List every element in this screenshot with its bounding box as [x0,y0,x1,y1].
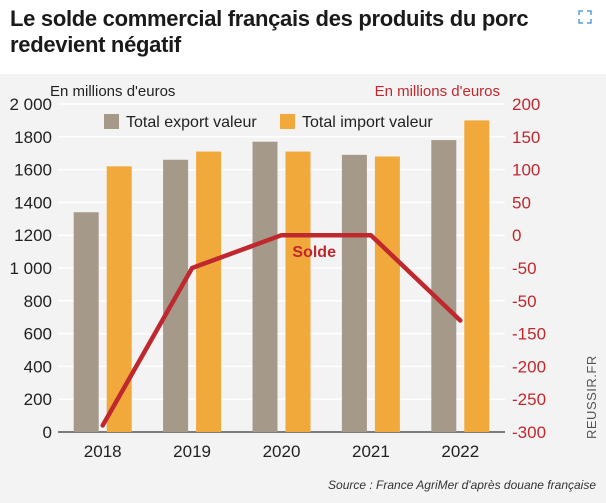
left-tick-label: 1800 [14,128,52,147]
right-tick-label: 50 [512,193,531,212]
left-tick-label: 1 000 [9,259,52,278]
solde-polyline [100,232,463,428]
legend-label-import: Total import valeur [302,114,433,131]
left-tick-label: 400 [24,357,52,376]
right-tick-label: 100 [512,161,540,180]
left-tick-label: 1200 [14,226,52,245]
bar-import [464,120,490,433]
expand-icon[interactable] [578,10,592,24]
left-tick-label: 200 [24,390,52,409]
brand-watermark: REUSSIR.FR [584,355,599,439]
left-tick-label: 1600 [14,161,52,180]
bar-import [285,151,311,432]
right-tick-label: -250 [512,390,546,409]
right-tick-label: -300 [512,423,546,442]
left-tick-label: 600 [24,325,52,344]
bars [73,120,490,433]
x-tick-label: 2018 [84,442,122,461]
left-axis: 0 200 400 600 800 1 000 1200 1400 1600 1800 2 000 [9,95,52,442]
chart-title: Le solde commercial français des produit… [10,6,529,57]
solde-line: Solde [100,232,463,428]
bar-import [106,166,132,432]
right-tick-label: -150 [512,325,546,344]
bar-export [431,140,457,432]
right-tick-label: -200 [512,357,546,376]
bar-export [73,212,99,432]
x-tick-label: 2021 [352,442,390,461]
x-tick-label: 2019 [173,442,211,461]
left-axis-unit: En millions d'euros [50,83,175,100]
x-axis: 2018 2019 2020 2021 2022 [84,442,479,461]
bar-import [196,151,222,432]
bar-import [374,156,400,432]
grid-lines [58,103,505,433]
legend: Total export valeur Total import valeur [104,114,433,131]
left-tick-label: 0 [43,423,52,442]
right-tick-label: 200 [512,95,540,114]
legend-swatch-import [280,114,295,129]
bar-export [341,154,367,432]
right-tick-label: 0 [512,226,521,245]
left-tick-label: 800 [24,292,52,311]
right-axis: 200 150 100 50 0 -50 -50 -150 -200 -250 -300 [512,95,546,442]
right-tick-label: -50 [512,292,537,311]
right-axis-unit: En millions d'euros [375,83,500,100]
solde-label: Solde [292,244,336,261]
right-tick-label: -50 [512,259,537,278]
bar-export [252,141,278,432]
legend-label-export: Total export valeur [126,114,257,131]
x-tick-label: 2022 [441,442,479,461]
legend-swatch-export [104,114,119,129]
x-tick-label: 2020 [263,442,301,461]
left-tick-label: 1400 [14,193,52,212]
source-note: Source : France AgriMer d'après douane f… [328,478,596,492]
left-tick-label: 2 000 [9,95,52,114]
right-tick-label: 150 [512,128,540,147]
